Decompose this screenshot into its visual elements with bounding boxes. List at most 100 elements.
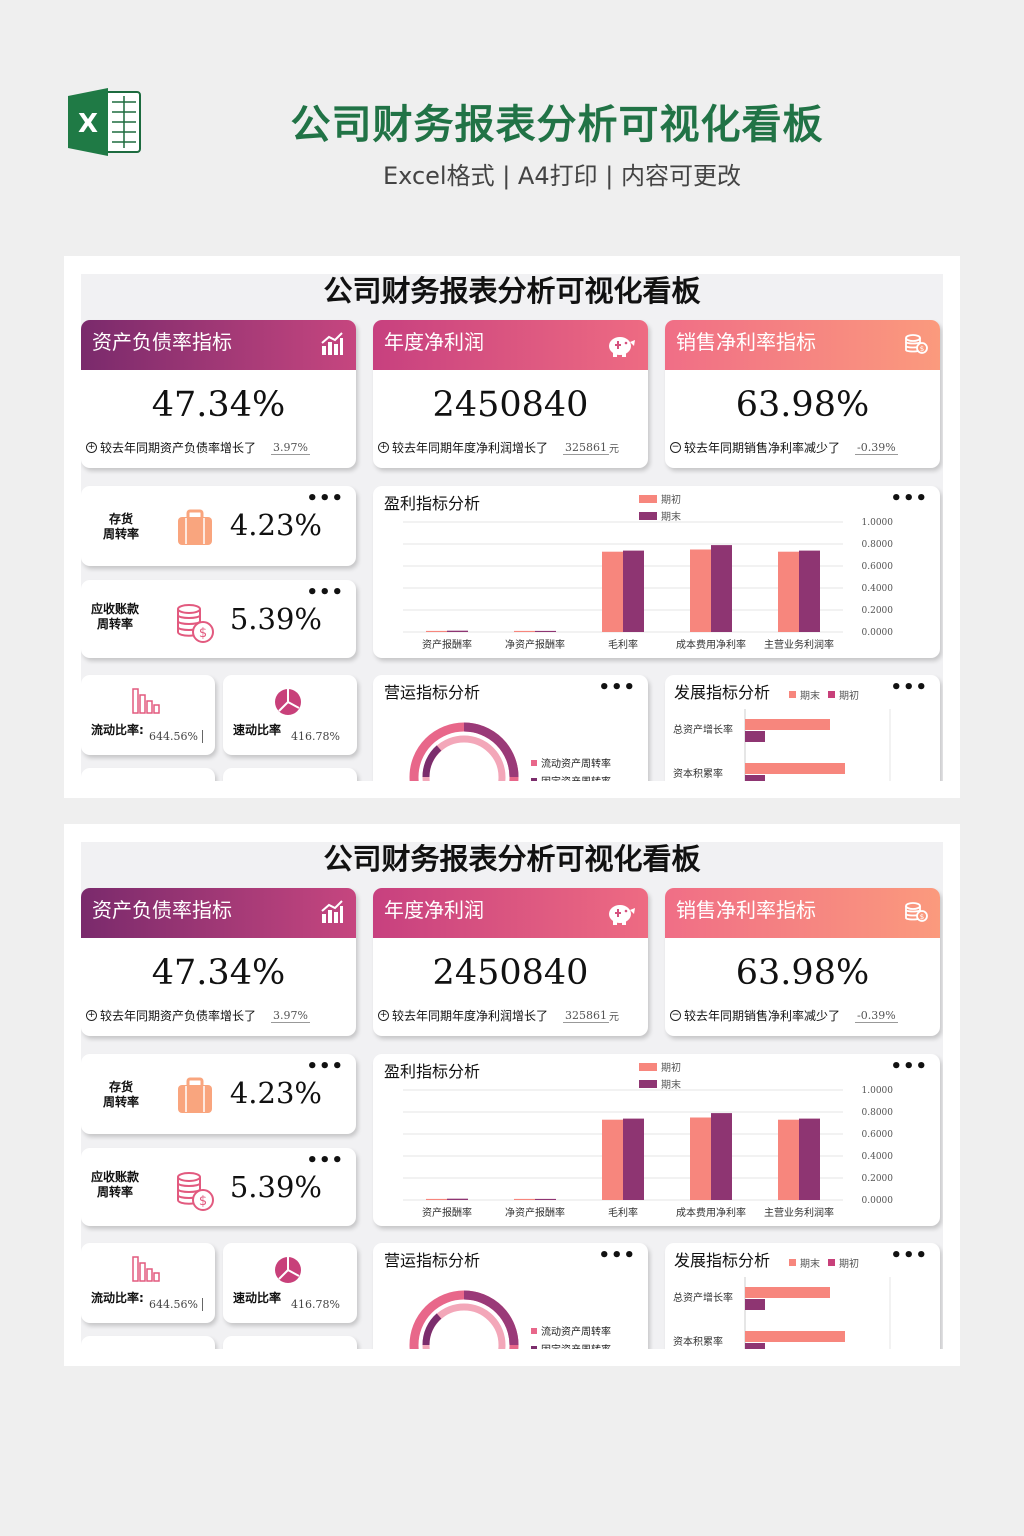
donut-segment-outer	[463, 722, 519, 778]
more-icon[interactable]: •••	[306, 488, 344, 509]
quick-ratio-card[interactable]: 速动比率 416.78%	[223, 675, 357, 755]
ratio-card-partial[interactable]	[81, 768, 215, 781]
x-tick-label: 毛利率	[608, 1206, 638, 1219]
more-icon[interactable]: •••	[890, 488, 928, 509]
receivable-turnover-card[interactable]: ••• 应收账款 周转率 $ 5.39%	[81, 580, 356, 658]
kpi-title: 资产负债率指标	[92, 898, 232, 922]
current-ratio-card[interactable]: 流动比率: 644.56%	[81, 675, 215, 755]
legend-item: 期末	[639, 508, 681, 523]
kpi-card-net-profit[interactable]: 年度净利润 2450840 + 较去年同期年度净利润增长了 325861 元	[373, 888, 648, 1036]
label-line: 周转率	[103, 527, 140, 541]
y-tick-label: 1.0000	[862, 518, 894, 528]
operation-legend-item: 流动资产周转率	[531, 755, 611, 770]
more-icon[interactable]: •••	[306, 582, 344, 603]
inventory-turnover-card[interactable]: ••• 存货 周转率 4.23%	[81, 486, 356, 566]
quick-ratio-card[interactable]: 速动比率 416.78%	[223, 1243, 357, 1323]
operation-legend-item: 流动资产周转率	[531, 1323, 611, 1338]
bar-期末-成本费用净利率	[711, 545, 732, 632]
page-title: 公司财务报表分析可视化看板	[290, 102, 824, 148]
profit-analysis-panel[interactable]: 盈利指标分析 ••• 期初 期末 0.0000 0.2000 0.4000 0.600…	[373, 1054, 940, 1226]
label-line: 周转率	[97, 617, 134, 631]
profit-analysis-panel[interactable]: 盈利指标分析 ••• 期初 期末 0.0000 0.2000 0.4000 0.600…	[373, 486, 940, 658]
ratio-card-partial[interactable]	[81, 1336, 215, 1349]
kpi-footer: + 较去年同期资产负债率增长了 3.97%	[86, 439, 310, 456]
svg-text:$: $	[920, 913, 924, 921]
bar-期末-净资产报酬率	[535, 630, 556, 632]
bar-期初-资产报酬率	[426, 1198, 447, 1200]
bar-期初-毛利率	[602, 551, 623, 632]
kpi-card-net-profit[interactable]: 年度净利润 2450840 + 较去年同期年度净利润增长了 325861 元	[373, 320, 648, 468]
legend-label: 固定资产周转率	[541, 773, 611, 781]
y-tick-label: 0.4000	[862, 584, 894, 594]
current-ratio-label: 流动比率:	[91, 1291, 144, 1305]
more-icon[interactable]: •••	[890, 1056, 928, 1077]
legend-swatch	[789, 1259, 796, 1266]
ratio-card-partial[interactable]	[223, 768, 357, 781]
growth-panel-title: 发展指标分析	[674, 683, 771, 702]
current-ratio-value: 644.56%	[149, 730, 203, 743]
plus-circle-icon: +	[378, 442, 389, 453]
kpi-card-debt-ratio[interactable]: 资产负债率指标 47.34% + 较去年同期资产负债率增长了 3.97%	[81, 320, 356, 468]
pie-icon	[275, 689, 301, 715]
legend-item: 期初	[639, 1059, 681, 1074]
minus-circle-icon: −	[670, 442, 681, 453]
kpi-value: 2450840	[432, 385, 589, 425]
kpi-card-debt-ratio[interactable]: 资产负债率指标 47.34% + 较去年同期资产负债率增长了 3.97%	[81, 888, 356, 1036]
x-tick-label: 主营业务利润率	[764, 638, 834, 651]
kpi-footer: − 较去年同期销售净利率减少了 -0.39%	[670, 1007, 898, 1024]
more-icon[interactable]: •••	[890, 1245, 928, 1266]
y-tick-label: 0.8000	[862, 540, 894, 550]
x-tick-label: 成本费用净利率	[676, 1206, 746, 1219]
operation-analysis-panel[interactable]: 营运指标分析 ••• 流动资产周转率 固定资产周转率	[373, 1243, 648, 1349]
coins-icon: $	[905, 902, 928, 922]
kpi-header: 资产负债率指标	[81, 888, 356, 938]
operation-donut-chart	[409, 1290, 519, 1349]
kpi-desc: 较去年同期资产负债率增长了	[100, 441, 257, 455]
receivable-turnover-card[interactable]: ••• 应收账款 周转率 $ 5.39%	[81, 1148, 356, 1226]
bar-期初-成本费用净利率	[690, 1117, 711, 1200]
x-tick-label: 主营业务利润率	[764, 1206, 834, 1219]
y-tick-label: 总资产增长率	[673, 1291, 733, 1304]
legend-label: 流动资产周转率	[541, 1327, 611, 1338]
donut-segment-inner	[422, 745, 442, 778]
profit-bar-chart: 0.0000 0.2000 0.4000 0.6000 0.8000 1.0000 资产报酬…	[403, 1086, 894, 1219]
page-subtitle: Excel格式 | A4打印 | 内容可更改	[383, 162, 741, 190]
current-ratio-card[interactable]: 流动比率: 644.56%	[81, 1243, 215, 1323]
bar-期初-净资产报酬率	[514, 1198, 535, 1200]
growth-analysis-panel[interactable]: 发展指标分析 ••• 期末 期初 总资产增长率 资本积累率	[665, 675, 940, 781]
growth-analysis-panel[interactable]: 发展指标分析 ••• 期末 期初 总资产增长率 资本积累率	[665, 1243, 940, 1349]
more-icon[interactable]: •••	[306, 1150, 344, 1171]
bar-期末-资本积累率	[745, 763, 845, 774]
x-tick-label: 资产报酬率	[422, 638, 472, 651]
y-tick-label: 资本积累率	[673, 767, 723, 780]
kpi-card-net-margin[interactable]: 销售净利率指标 $ 63.98% − 较去年同期销售净利率减少了 -0.39%	[665, 320, 940, 468]
bar-期末-资产报酬率	[447, 630, 468, 632]
kpi-card-net-margin[interactable]: 销售净利率指标 $ 63.98% − 较去年同期销售净利率减少了 -0.39%	[665, 888, 940, 1036]
y-tick-label: 0.0000	[862, 1196, 894, 1206]
bar-期末-净资产报酬率	[535, 1198, 556, 1200]
profit-bar-chart: 0.0000 0.2000 0.4000 0.6000 0.8000 1.0000 资产报酬…	[403, 518, 894, 651]
kpi-title: 销售净利率指标	[676, 330, 816, 354]
bar-期末-资本积累率	[745, 1331, 845, 1342]
more-icon[interactable]: •••	[598, 1245, 636, 1266]
legend-swatch	[531, 759, 537, 766]
legend-item: 期末	[639, 1076, 681, 1091]
y-tick-label: 0.4000	[862, 1152, 894, 1162]
ratio-card-partial[interactable]	[223, 1336, 357, 1349]
y-tick-label: 0.2000	[862, 606, 894, 616]
more-icon[interactable]: •••	[890, 677, 928, 698]
piggy-bank-icon	[609, 905, 635, 925]
inventory-value: 4.23%	[229, 508, 322, 542]
x-tick-label: 净资产报酬率	[505, 1206, 565, 1219]
more-icon[interactable]: •••	[598, 677, 636, 698]
legend-swatch	[639, 1079, 657, 1088]
operation-legend-item: 固定资产周转率	[531, 773, 611, 781]
inventory-turnover-card[interactable]: ••• 存货 周转率 4.23%	[81, 1054, 356, 1134]
operation-analysis-panel[interactable]: 营运指标分析 ••• 流动资产周转率 固定资产周转率	[373, 675, 648, 781]
bar-期初-净资产报酬率	[514, 630, 535, 632]
more-icon[interactable]: •••	[306, 1056, 344, 1077]
label-line: 应收账款	[91, 602, 140, 616]
operation-panel-title: 营运指标分析	[384, 1251, 481, 1270]
kpi-footer: + 较去年同期年度净利润增长了 325861 元	[378, 439, 619, 456]
legend-swatch	[639, 494, 657, 503]
